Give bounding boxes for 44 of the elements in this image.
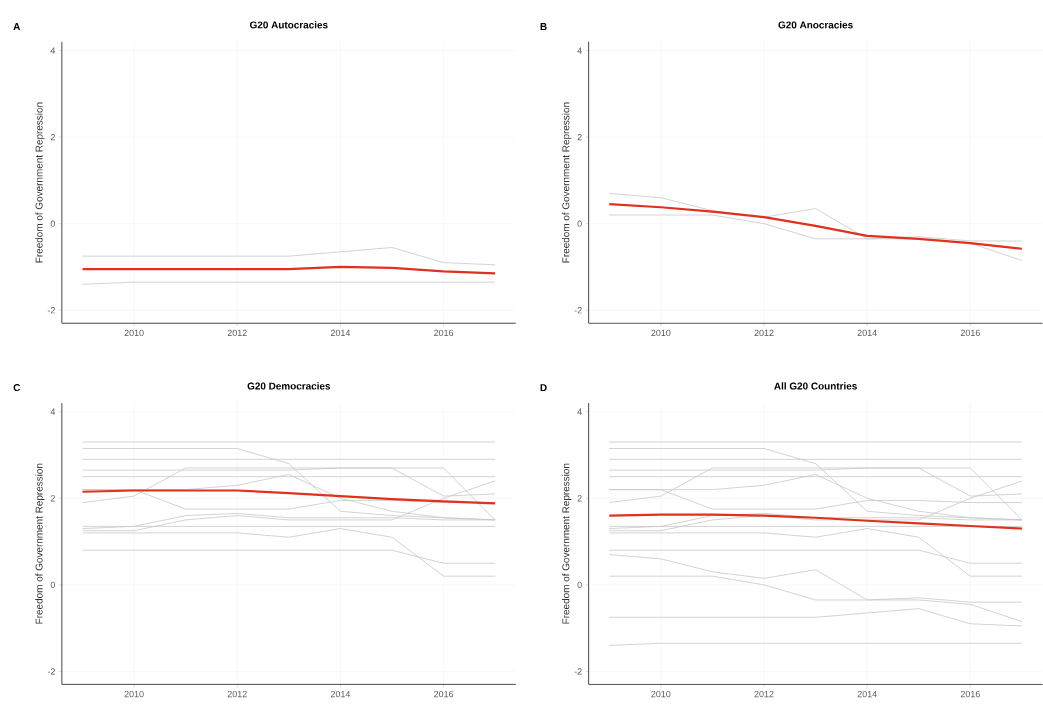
text: B xyxy=(540,22,547,30)
y-tick-label: 0 xyxy=(50,581,56,588)
text: C xyxy=(13,383,21,391)
x-tick-label: 2016 xyxy=(960,690,980,698)
x-tick-label: 2012 xyxy=(227,329,247,336)
chart-title: G20 Autocracies xyxy=(250,20,328,29)
x-tick-label: 2010 xyxy=(124,329,144,336)
x-tick-label: 2010 xyxy=(651,329,671,336)
chart-title: G20 Democracies xyxy=(247,382,331,390)
y-tick-label: 2 xyxy=(577,495,582,502)
y-tick-label: 0 xyxy=(577,220,582,227)
text: D xyxy=(540,384,547,391)
y-tick-label: -2 xyxy=(47,306,55,314)
text: A xyxy=(13,22,21,30)
y-tick-label: -2 xyxy=(574,668,582,675)
x-tick-label: 2016 xyxy=(434,329,454,336)
y-tick-label: 2 xyxy=(50,133,55,141)
x-tick-label: 2012 xyxy=(754,690,774,698)
x-tick-label: 2016 xyxy=(960,329,980,336)
y-tick-label: 2 xyxy=(50,495,55,502)
y-tick-label: 4 xyxy=(577,408,582,415)
y-tick-label: 0 xyxy=(50,220,56,227)
x-tick-label: 2010 xyxy=(124,690,144,698)
y-tick-label: -2 xyxy=(47,668,55,675)
x-tick-label: 2014 xyxy=(330,329,351,336)
x-tick-label: 2012 xyxy=(227,690,247,698)
x-tick-label: 2010 xyxy=(651,690,671,698)
y-tick-label: 2 xyxy=(577,133,582,141)
y-tick-label: 4 xyxy=(50,408,56,415)
chart-title: All G20 Countries xyxy=(774,382,857,390)
y-axis-title: Freedom of Government Repression xyxy=(562,463,572,624)
x-tick-label: 2014 xyxy=(857,690,877,698)
y-axis-title: Freedom of Government Repression xyxy=(35,463,45,624)
y-tick-label: 4 xyxy=(50,47,56,54)
y-axis-title: Freedom of Government Repression xyxy=(35,102,45,263)
x-tick-label: 2012 xyxy=(754,329,774,336)
y-axis-title: Freedom of Government Repression xyxy=(562,102,572,263)
x-tick-label: 2014 xyxy=(330,690,351,698)
y-tick-label: 4 xyxy=(577,47,582,54)
x-tick-label: 2014 xyxy=(857,329,877,336)
x-tick-label: 2016 xyxy=(434,690,454,698)
chart-title: G20 Anocracies xyxy=(778,20,853,29)
y-tick-label: 0 xyxy=(577,581,582,588)
y-tick-label: -2 xyxy=(574,306,582,314)
